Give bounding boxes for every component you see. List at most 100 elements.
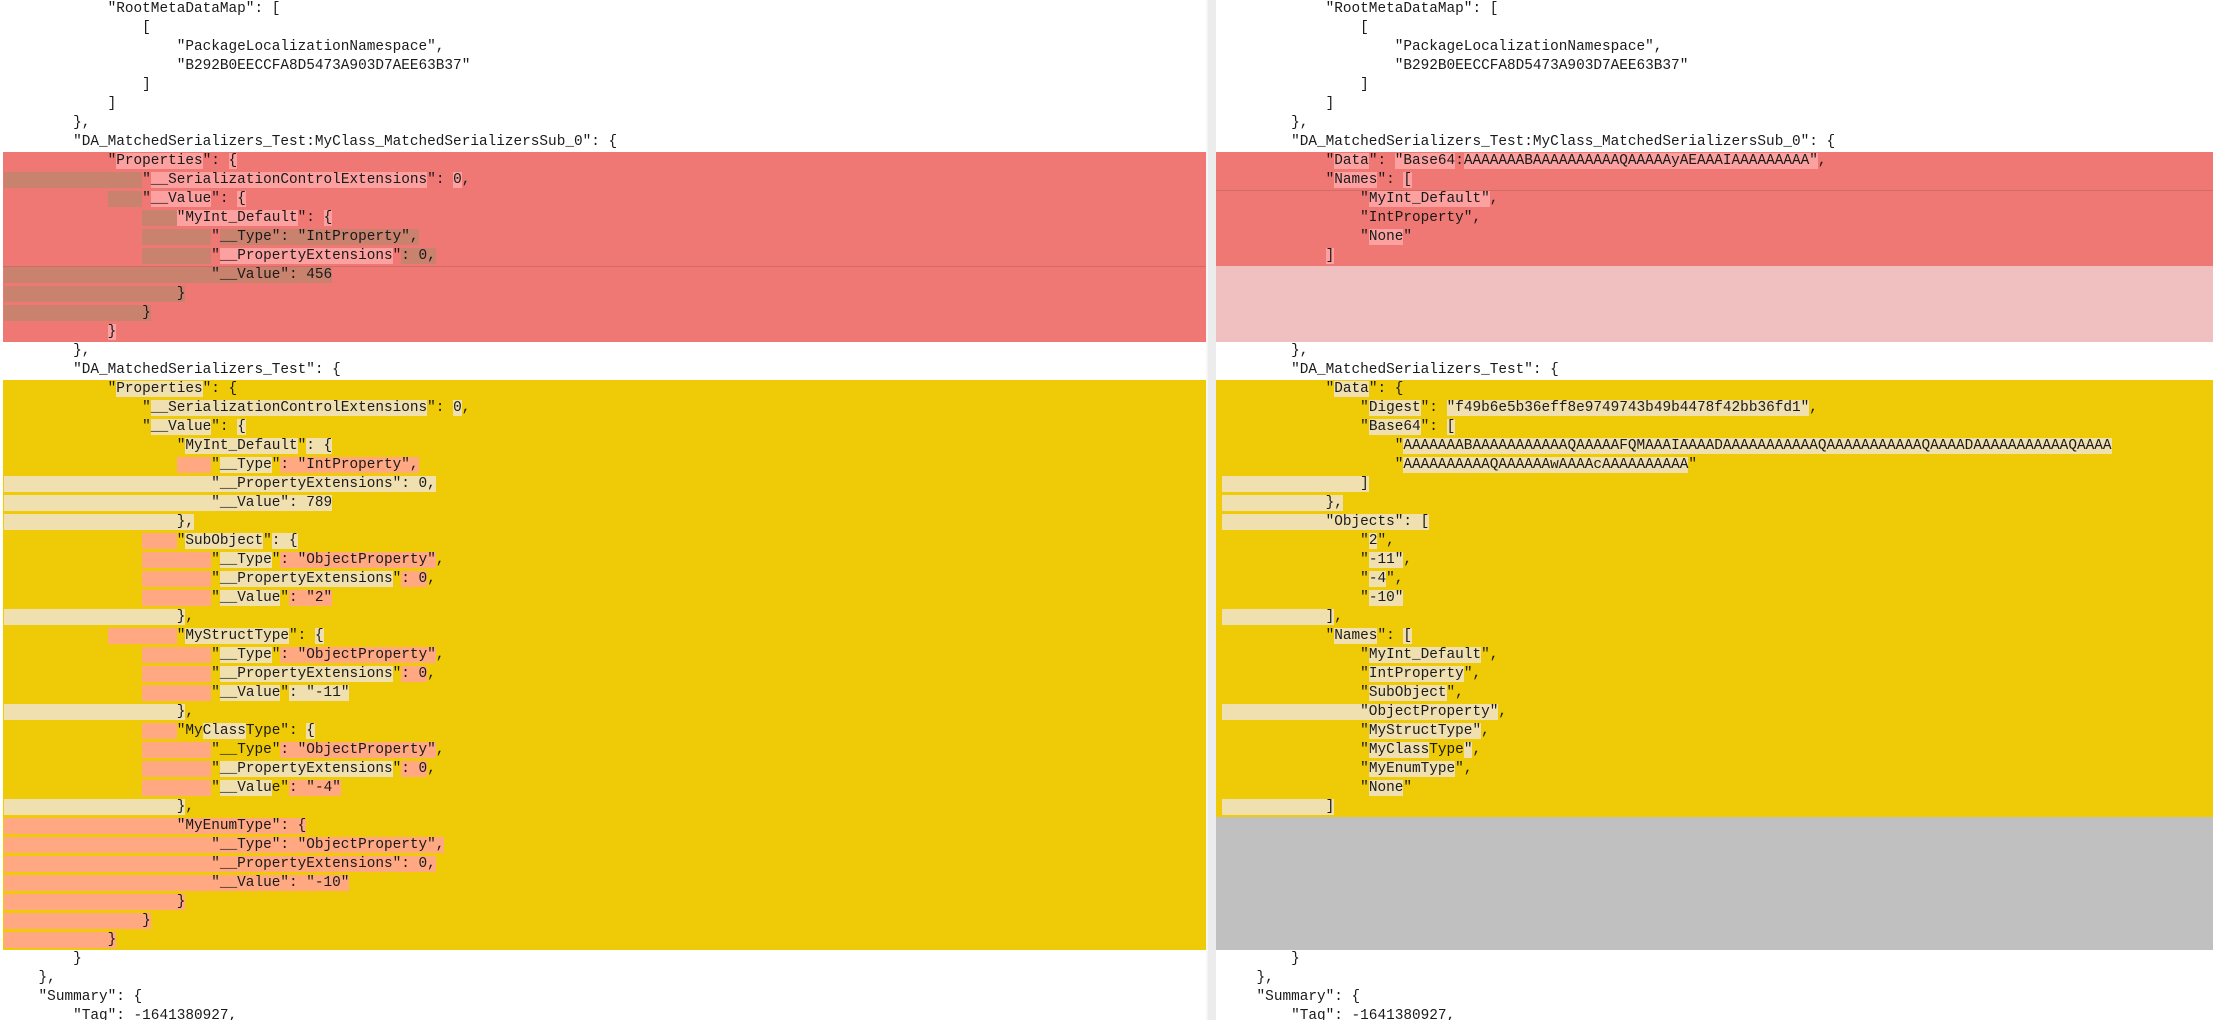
code-line[interactable]: },: [3, 513, 1206, 532]
code-line[interactable]: "Properties": {: [3, 152, 1206, 171]
code-line[interactable]: "Names": [: [1216, 171, 2213, 190]
diff-filler-line[interactable]: [1216, 304, 2213, 323]
code-line[interactable]: }: [3, 912, 1206, 931]
code-line[interactable]: },: [3, 703, 1206, 722]
code-line[interactable]: },: [1216, 494, 2213, 513]
diff-filler-line[interactable]: [1216, 912, 2213, 931]
code-line[interactable]: "__PropertyExtensions": 0,: [3, 475, 1206, 494]
code-line[interactable]: "RootMetaDataMap": [: [1216, 0, 2213, 19]
code-line[interactable]: "__Value": 456: [3, 266, 1206, 285]
code-line[interactable]: "DA_MatchedSerializers_Test:MyClass_Matc…: [3, 133, 1206, 152]
code-line[interactable]: }: [3, 931, 1206, 950]
pane-splitter[interactable]: [1206, 0, 1216, 1020]
code-line[interactable]: ]: [1216, 76, 2213, 95]
code-line[interactable]: "B292B0EECCFA8D5473A903D7AEE63B37": [1216, 57, 2213, 76]
code-line[interactable]: "RootMetaDataMap": [: [3, 0, 1206, 19]
code-line[interactable]: "__SerializationControlExtensions": 0,: [3, 399, 1206, 418]
code-line[interactable]: ]: [1216, 247, 2213, 266]
code-line[interactable]: "__PropertyExtensions": 0,: [3, 247, 1206, 266]
code-line[interactable]: }: [3, 285, 1206, 304]
code-line[interactable]: "MyClassType": {: [3, 722, 1206, 741]
code-line[interactable]: "__Value": "2": [3, 589, 1206, 608]
code-line[interactable]: "__Type": "IntProperty",: [3, 456, 1206, 475]
code-line[interactable]: "None": [1216, 228, 2213, 247]
code-line[interactable]: "PackageLocalizationNamespace",: [1216, 38, 2213, 57]
code-line[interactable]: },: [1216, 114, 2213, 133]
code-line[interactable]: "__Type": "ObjectProperty",: [3, 741, 1206, 760]
code-line[interactable]: }: [1216, 950, 2213, 969]
code-line[interactable]: "2",: [1216, 532, 2213, 551]
code-line[interactable]: "__PropertyExtensions": 0,: [3, 855, 1206, 874]
code-line[interactable]: "__PropertyExtensions": 0,: [3, 665, 1206, 684]
code-line[interactable]: "Properties": {: [3, 380, 1206, 399]
code-line[interactable]: "MyStructType",: [1216, 722, 2213, 741]
code-line[interactable]: }: [3, 304, 1206, 323]
code-line[interactable]: "MyEnumType": {: [3, 817, 1206, 836]
code-line[interactable]: },: [3, 608, 1206, 627]
code-line[interactable]: "MyStructType": {: [3, 627, 1206, 646]
code-line[interactable]: "MyEnumType",: [1216, 760, 2213, 779]
code-line[interactable]: ]: [1216, 798, 2213, 817]
code-line[interactable]: "DA_MatchedSerializers_Test": {: [3, 361, 1206, 380]
code-line[interactable]: "None": [1216, 779, 2213, 798]
code-line[interactable]: },: [1216, 342, 2213, 361]
code-line[interactable]: "SubObject": {: [3, 532, 1206, 551]
code-line[interactable]: },: [3, 114, 1206, 133]
code-line[interactable]: },: [3, 969, 1206, 988]
diff-filler-line[interactable]: [1216, 836, 2213, 855]
code-line[interactable]: "Objects": [: [1216, 513, 2213, 532]
code-line[interactable]: "ObjectProperty",: [1216, 703, 2213, 722]
code-line[interactable]: "__Value": {: [3, 190, 1206, 209]
code-line[interactable]: "AAAAAAAAAAQAAAAAAwAAAAcAAAAAAAAAA": [1216, 456, 2213, 475]
code-line[interactable]: "MyInt_Default": {: [3, 437, 1206, 456]
code-line[interactable]: "__Type": "IntProperty",: [3, 228, 1206, 247]
code-line[interactable]: },: [3, 798, 1206, 817]
right-diff-pane[interactable]: "RootMetaDataMap": [ [ "PackageLocalizat…: [1216, 0, 2213, 1020]
diff-filler-line[interactable]: [1216, 323, 2213, 342]
code-line[interactable]: "Summary": {: [3, 988, 1206, 1007]
code-line[interactable]: "AAAAAAABAAAAAAAAAAAQAAAAAFQMAAAIAAAADAA…: [1216, 437, 2213, 456]
code-line[interactable]: "Tag": -1641380927,: [3, 1007, 1206, 1020]
diff-filler-line[interactable]: [1216, 855, 2213, 874]
code-line[interactable]: "__Type": "ObjectProperty",: [3, 646, 1206, 665]
code-line[interactable]: "DA_MatchedSerializers_Test": {: [1216, 361, 2213, 380]
code-line[interactable]: "Digest": "f49b6e5b36eff8e9749743b49b447…: [1216, 399, 2213, 418]
code-line[interactable]: "MyClassType",: [1216, 741, 2213, 760]
diff-filler-line[interactable]: [1216, 931, 2213, 950]
code-line[interactable]: "Data": "Base64:AAAAAAABAAAAAAAAAAQAAAAA…: [1216, 152, 2213, 171]
code-line[interactable]: ]: [1216, 95, 2213, 114]
code-line[interactable]: },: [1216, 969, 2213, 988]
code-line[interactable]: "DA_MatchedSerializers_Test:MyClass_Matc…: [1216, 133, 2213, 152]
code-line[interactable]: "__Value": "-10": [3, 874, 1206, 893]
code-line[interactable]: "__Value": {: [3, 418, 1206, 437]
left-diff-pane[interactable]: "RootMetaDataMap": [ [ "PackageLocalizat…: [3, 0, 1206, 1020]
code-line[interactable]: "Names": [: [1216, 627, 2213, 646]
code-line[interactable]: "B292B0EECCFA8D5473A903D7AEE63B37": [3, 57, 1206, 76]
code-line[interactable]: },: [3, 342, 1206, 361]
diff-filler-line[interactable]: [1216, 285, 2213, 304]
code-line[interactable]: "IntProperty",: [1216, 665, 2213, 684]
code-line[interactable]: }: [3, 893, 1206, 912]
code-line[interactable]: }: [3, 323, 1206, 342]
code-line[interactable]: "__PropertyExtensions": 0,: [3, 760, 1206, 779]
code-line[interactable]: "MyInt_Default": {: [3, 209, 1206, 228]
code-line[interactable]: "Base64": [: [1216, 418, 2213, 437]
code-line[interactable]: "__Value": "-11": [3, 684, 1206, 703]
code-line[interactable]: "Tag": -1641380927,: [1216, 1007, 2213, 1020]
code-line[interactable]: "__Value": 789: [3, 494, 1206, 513]
code-line[interactable]: "-11",: [1216, 551, 2213, 570]
code-line[interactable]: [: [1216, 19, 2213, 38]
code-line[interactable]: ]: [1216, 475, 2213, 494]
code-line[interactable]: ],: [1216, 608, 2213, 627]
diff-filler-line[interactable]: [1216, 266, 2213, 285]
code-line[interactable]: "PackageLocalizationNamespace",: [3, 38, 1206, 57]
diff-filler-line[interactable]: [1216, 893, 2213, 912]
code-line[interactable]: "-10": [1216, 589, 2213, 608]
code-line[interactable]: }: [3, 950, 1206, 969]
code-line[interactable]: "__Type": "ObjectProperty",: [3, 551, 1206, 570]
code-line[interactable]: [: [3, 19, 1206, 38]
code-line[interactable]: "Data": {: [1216, 380, 2213, 399]
diff-filler-line[interactable]: [1216, 817, 2213, 836]
code-line[interactable]: "__Type": "ObjectProperty",: [3, 836, 1206, 855]
code-line[interactable]: "IntProperty",: [1216, 209, 2213, 228]
